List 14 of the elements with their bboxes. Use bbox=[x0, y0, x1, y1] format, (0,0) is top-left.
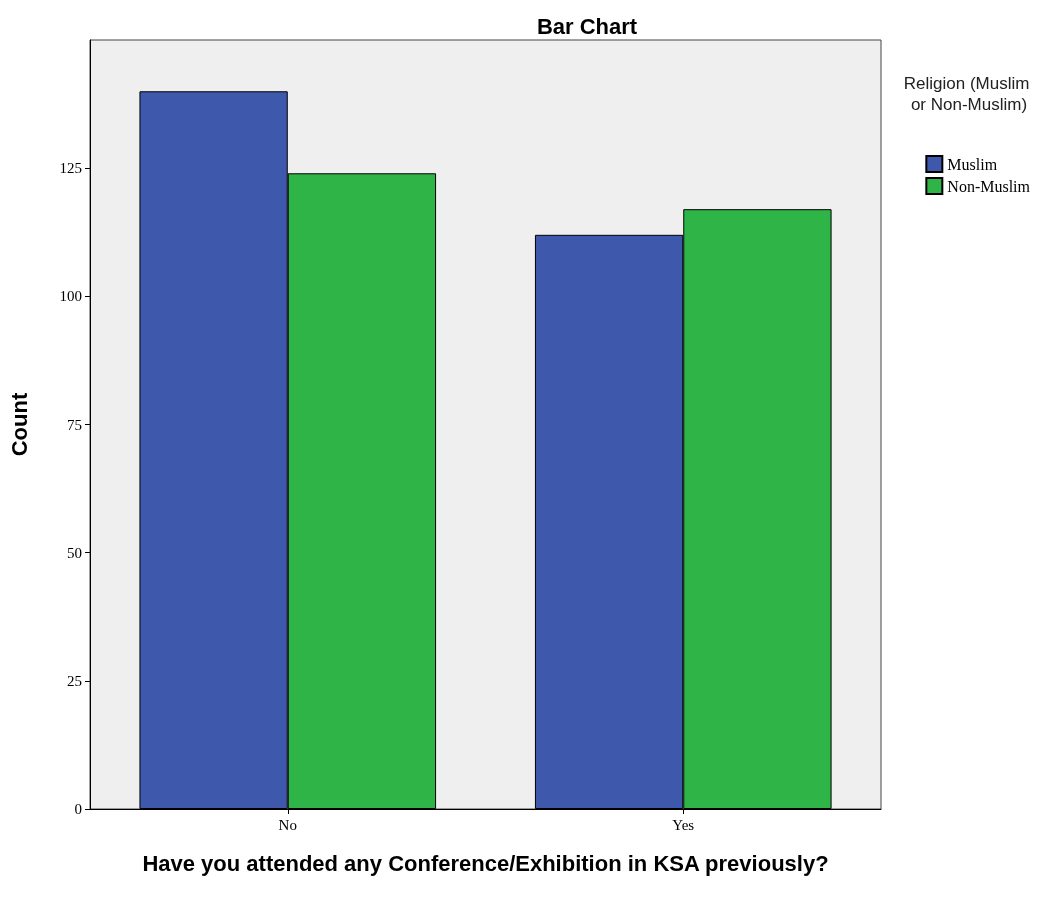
chart-title: Bar Chart bbox=[536, 13, 638, 39]
x-axis-title: Have you attended any Conference/Exhibition in KSA previously? bbox=[142, 850, 829, 876]
y-axis-title: Count bbox=[6, 392, 32, 457]
y-tick-label: 0 bbox=[74, 801, 82, 817]
x-tick-label: Yes bbox=[672, 816, 695, 833]
y-tick-label: 100 bbox=[59, 288, 82, 305]
legend-label: Muslim bbox=[947, 155, 998, 173]
x-tick-label: No bbox=[278, 816, 297, 833]
y-tick-label: 50 bbox=[67, 544, 82, 561]
legend-label: Non-Muslim bbox=[947, 177, 1031, 195]
y-tick-label: 125 bbox=[59, 160, 82, 177]
y-tick-label: 25 bbox=[67, 672, 82, 689]
y-tick-label: 75 bbox=[67, 416, 82, 433]
legend-title: Religion (Muslim or Non-Muslim) bbox=[903, 74, 1035, 114]
